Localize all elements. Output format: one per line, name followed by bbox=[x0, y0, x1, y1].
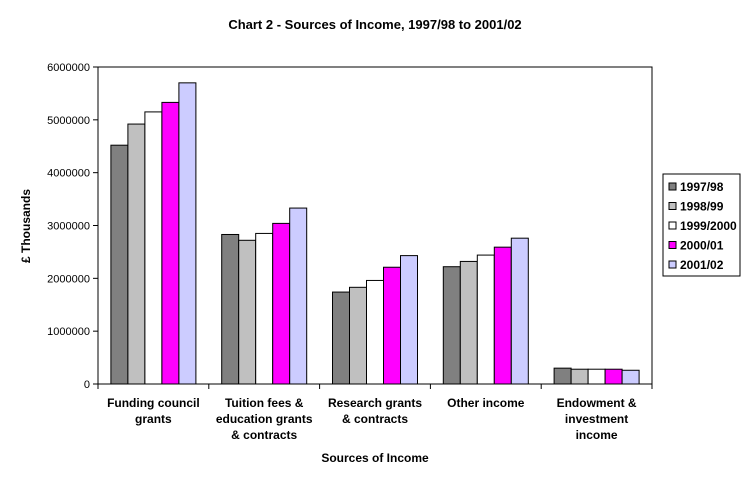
y-tick-label: 2000000 bbox=[47, 273, 90, 285]
y-axis-label: £ Thousands bbox=[19, 189, 33, 263]
bar-1997-98-cat-2 bbox=[221, 233, 240, 385]
bar-1999-2000-cat-4 bbox=[476, 254, 495, 385]
bar-1997-98-cat-1 bbox=[110, 144, 129, 385]
bar-1998-99-cat-3 bbox=[349, 286, 367, 385]
bar-1999-2000-cat-5 bbox=[587, 368, 606, 385]
x-axis-label: Sources of Income bbox=[321, 451, 429, 465]
legend-label: 1999/2000 bbox=[680, 219, 737, 233]
bar-2000-01-cat-3 bbox=[383, 266, 401, 385]
y-tick-label: 3000000 bbox=[47, 221, 90, 233]
bar-2000-01-cat-5 bbox=[604, 368, 623, 385]
bar-1999-2000-cat-3 bbox=[366, 279, 384, 385]
chart-title: Chart 2 - Sources of Income, 1997/98 to … bbox=[228, 17, 521, 32]
bar-1998-99-cat-4 bbox=[459, 260, 478, 385]
y-tick-label: 4000000 bbox=[47, 168, 90, 180]
legend: 1997/98 1998/99 1999/2000 2000/01 2001/02 bbox=[662, 173, 741, 277]
bar-2001-02-cat-4 bbox=[510, 237, 529, 385]
bar-1998-99-cat-2 bbox=[238, 239, 257, 385]
bar-2000-01-cat-4 bbox=[493, 246, 512, 385]
bar-2001-02-cat-5 bbox=[621, 369, 640, 385]
x-tick-label: Research grants & contracts bbox=[328, 396, 422, 426]
legend-swatch bbox=[668, 241, 677, 249]
bar-1999-2000-cat-1 bbox=[144, 111, 163, 385]
legend-label: 1998/99 bbox=[680, 200, 724, 214]
legend-swatch bbox=[668, 260, 677, 269]
bar-1997-98-cat-4 bbox=[442, 266, 461, 385]
y-tick-label: 6000000 bbox=[47, 62, 90, 74]
bar-1997-98-cat-5 bbox=[553, 367, 572, 385]
x-tick-label: Tuition fees & education grants & contract… bbox=[216, 396, 313, 442]
bar-1998-99-cat-1 bbox=[127, 123, 146, 385]
y-tick-label: 0 bbox=[84, 379, 90, 391]
bar-1997-98-cat-3 bbox=[332, 291, 350, 385]
bar-2000-01-cat-1 bbox=[161, 101, 180, 385]
bar-2001-02-cat-2 bbox=[289, 207, 308, 385]
y-tick-label: 1000000 bbox=[47, 326, 90, 338]
bar-1998-99-cat-5 bbox=[570, 368, 589, 385]
legend-label: 2000/01 bbox=[680, 239, 724, 253]
legend-swatch bbox=[668, 221, 677, 230]
x-tick-label: Endowment & investment income bbox=[557, 396, 637, 442]
bar-2001-02-cat-1 bbox=[178, 82, 197, 385]
plot-area: 0 1000000 2000000 3000000 4000000 5000000 6000… bbox=[47, 62, 653, 442]
legend-swatch bbox=[668, 202, 677, 210]
x-tick-label: Other income bbox=[447, 396, 525, 410]
legend-label: 2001/02 bbox=[680, 258, 724, 272]
legend-label: 1997/98 bbox=[680, 180, 724, 194]
legend-swatch bbox=[668, 182, 677, 191]
bar-2001-02-cat-3 bbox=[400, 255, 418, 385]
x-tick-label: Funding council grants bbox=[107, 396, 200, 426]
bar-2000-01-cat-2 bbox=[272, 222, 291, 385]
bar-1999-2000-cat-2 bbox=[255, 232, 274, 385]
y-tick-label: 5000000 bbox=[47, 115, 90, 127]
